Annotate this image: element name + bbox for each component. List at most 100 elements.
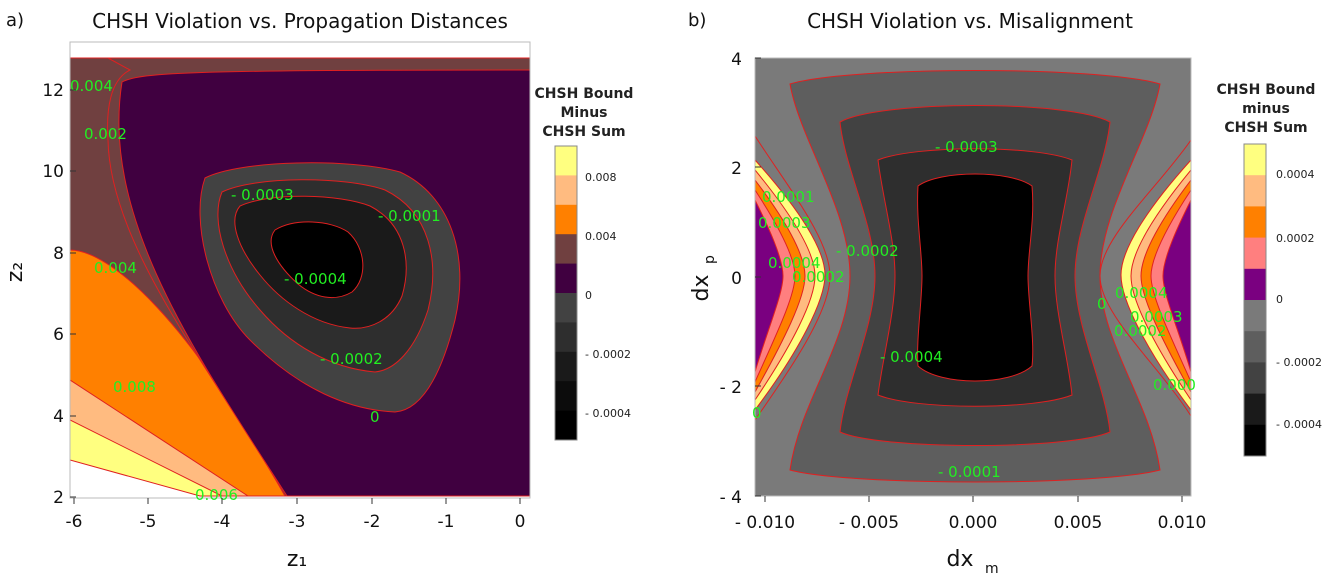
panel-a-contour-label: - 0.0001 — [378, 207, 441, 225]
panel-b-colorbar-tick: 0.0002 — [1276, 232, 1315, 245]
panel-b-title: CHSH Violation vs. Misalignment — [807, 9, 1133, 33]
panel-b-colorbar-band — [1244, 144, 1266, 176]
panel-a-colorbar-frame — [554, 145, 578, 441]
panel-b-label: b) — [688, 10, 706, 31]
panel-b-colorbar-title-line: CHSH Sum — [1224, 120, 1307, 136]
panel-b-colorbar-tick: - 0.0002 — [1276, 356, 1322, 369]
panel-b-colorbar-bands — [1244, 144, 1266, 457]
panel-a-colorbar-band — [555, 293, 577, 323]
panel-a-contour-label: - 0.0003 — [231, 186, 294, 204]
panel-a-ytick: 6 — [53, 325, 64, 345]
panel-a-colorbar-tick: 0 — [585, 289, 592, 302]
panel-b-colorbar-title-line: minus — [1242, 101, 1290, 117]
panel-a-colorbar-tick: - 0.0004 — [585, 407, 631, 420]
panel-b-contour-label: 0.0003 — [1130, 308, 1183, 326]
panel-b-xtick: 0.010 — [1158, 513, 1207, 533]
panel-a-contour-label: 0.008 — [113, 378, 156, 396]
panel-b-left-zero-contour — [755, 135, 831, 421]
panel-a-contour-label: 0.004 — [70, 77, 113, 95]
panel-a-xtick: 0 — [515, 512, 526, 532]
panel-a-contour-label: - 0.0002 — [320, 350, 383, 368]
panel-b-contour-label: 0.0003 — [758, 214, 811, 232]
panel-a-colorbar-tick: 0.008 — [585, 171, 617, 184]
panel-b-right-band-0 — [1162, 199, 1191, 373]
panel-b-contour-label: 0.0002 — [792, 268, 845, 286]
panel-a-ytick: 12 — [42, 81, 64, 101]
panel-b-ylabel-sub: p — [702, 255, 718, 264]
panel-b-xtick: 0.000 — [949, 513, 998, 533]
panel-a-colorbar-band — [555, 410, 577, 441]
panel-a-colorbar-band — [555, 234, 577, 265]
panel-a-colorbar-band — [555, 322, 577, 353]
panel-a-colorbar-band — [555, 204, 577, 235]
panel-a-contour-label: 0.004 — [94, 259, 137, 277]
panel-b: b) CHSH Violation vs. Misalignment — [688, 9, 1322, 576]
panel-b-contour-label: 0.0004 — [1115, 284, 1168, 302]
panel-a-ytick: 2 — [53, 488, 64, 508]
panel-b-colorbar-tick: 0.0004 — [1276, 168, 1315, 181]
panel-b-ylabel: dx p — [689, 255, 718, 301]
panel-b-colorbar-band — [1244, 175, 1266, 207]
panel-b-colorbar-band — [1244, 393, 1266, 426]
panel-a-plot-area — [70, 42, 530, 498]
panel-b-plot-area — [755, 58, 1191, 496]
panel-b-contour-label: - 0.0003 — [935, 138, 998, 156]
panel-a-band-neg-0.0004 — [270, 221, 364, 299]
panel-b-contour-label: 0.000 — [1153, 376, 1196, 394]
panel-b-contour-label: 0.0001 — [762, 188, 815, 206]
panel-b-colorbar-band — [1244, 362, 1266, 395]
panel-b-yticks: - 4 - 2 0 2 4 — [720, 50, 761, 508]
panel-b-xtick: - 0.005 — [839, 513, 899, 533]
panel-a-colorbar-title-line: CHSH Bound — [535, 86, 634, 102]
panel-b-ytick: 0 — [731, 269, 742, 289]
panel-b-ytick: - 4 — [720, 488, 742, 508]
panel-a-colorbar-title-line: CHSH Sum — [542, 124, 625, 140]
panel-b-left-band-0 — [755, 199, 784, 373]
panel-b-ytick: 4 — [731, 50, 742, 70]
panel-b-contour-label: 0.0004 — [768, 254, 821, 272]
panel-b-contour-label: - 0.0002 — [836, 242, 899, 260]
panel-b-contour-label: 0 — [752, 404, 762, 422]
panel-b-contour-label: 0.0002 — [1114, 322, 1167, 340]
panel-b-xtick: 0.005 — [1054, 513, 1103, 533]
panel-b-colorbar-band — [1244, 206, 1266, 239]
panel-a-colorbar-band — [555, 146, 577, 176]
panel-b-contour-label: 0 — [1097, 295, 1107, 313]
panel-a-colorbar: CHSH Bound Minus CHSH Sum 0.008 0.004 0 … — [535, 86, 634, 441]
panel-a-colorbar-band — [555, 175, 577, 206]
panel-a-contour-label: 0 — [370, 408, 380, 426]
panel-b-colorbar-band — [1244, 424, 1266, 457]
panel-b-colorbar-band — [1244, 237, 1266, 270]
panel-b-colorbar-band — [1244, 300, 1266, 332]
panel-a-colorbar-tick: 0.004 — [585, 230, 617, 243]
panel-a-xtick: -3 — [289, 512, 306, 532]
panel-b-colorbar-tick: 0 — [1276, 293, 1283, 306]
panel-b-colorbar-title-line: CHSH Bound — [1217, 82, 1316, 98]
panel-a-colorbar-title-line: Minus — [561, 105, 608, 121]
panel-b-colorbar-tick: - 0.0004 — [1276, 418, 1322, 431]
panel-a-label: a) — [6, 10, 24, 31]
panel-a-ylabel: z₂ — [3, 262, 28, 282]
panel-a-colorbar-tick: - 0.0002 — [585, 348, 631, 361]
panel-a: a) CHSH Violation vs. Propagation Distan… — [3, 9, 633, 572]
panel-b-ytick: 2 — [731, 159, 742, 179]
panel-b-colorbar: CHSH Bound minus CHSH Sum 0.0004 0.0002 … — [1217, 82, 1322, 457]
panel-b-xlabel-sub: m — [985, 561, 999, 576]
panel-a-contour-label: 0.002 — [84, 125, 127, 143]
panel-a-xtick: -2 — [364, 512, 381, 532]
panel-b-colorbar-band — [1244, 268, 1266, 301]
panel-a-xlabel: z₁ — [287, 547, 307, 572]
panel-a-ytick: 8 — [53, 244, 64, 264]
panel-a-xtick: -1 — [438, 512, 455, 532]
panel-a-contour-label: - 0.0004 — [284, 270, 347, 288]
panel-a-colorbar-band — [555, 381, 577, 412]
panel-a-colorbar-band — [555, 351, 577, 382]
panel-a-ytick: 10 — [42, 162, 64, 182]
panel-b-contour-label: - 0.0004 — [880, 348, 943, 366]
panel-a-frame — [69, 41, 531, 499]
panel-b-contour-label: - 0.0001 — [938, 463, 1001, 481]
panel-b-ytick: - 2 — [720, 378, 742, 398]
panel-a-xtick: -5 — [140, 512, 157, 532]
panel-a-xticks: -6 -5 -4 -3 -2 -1 0 — [66, 498, 526, 532]
